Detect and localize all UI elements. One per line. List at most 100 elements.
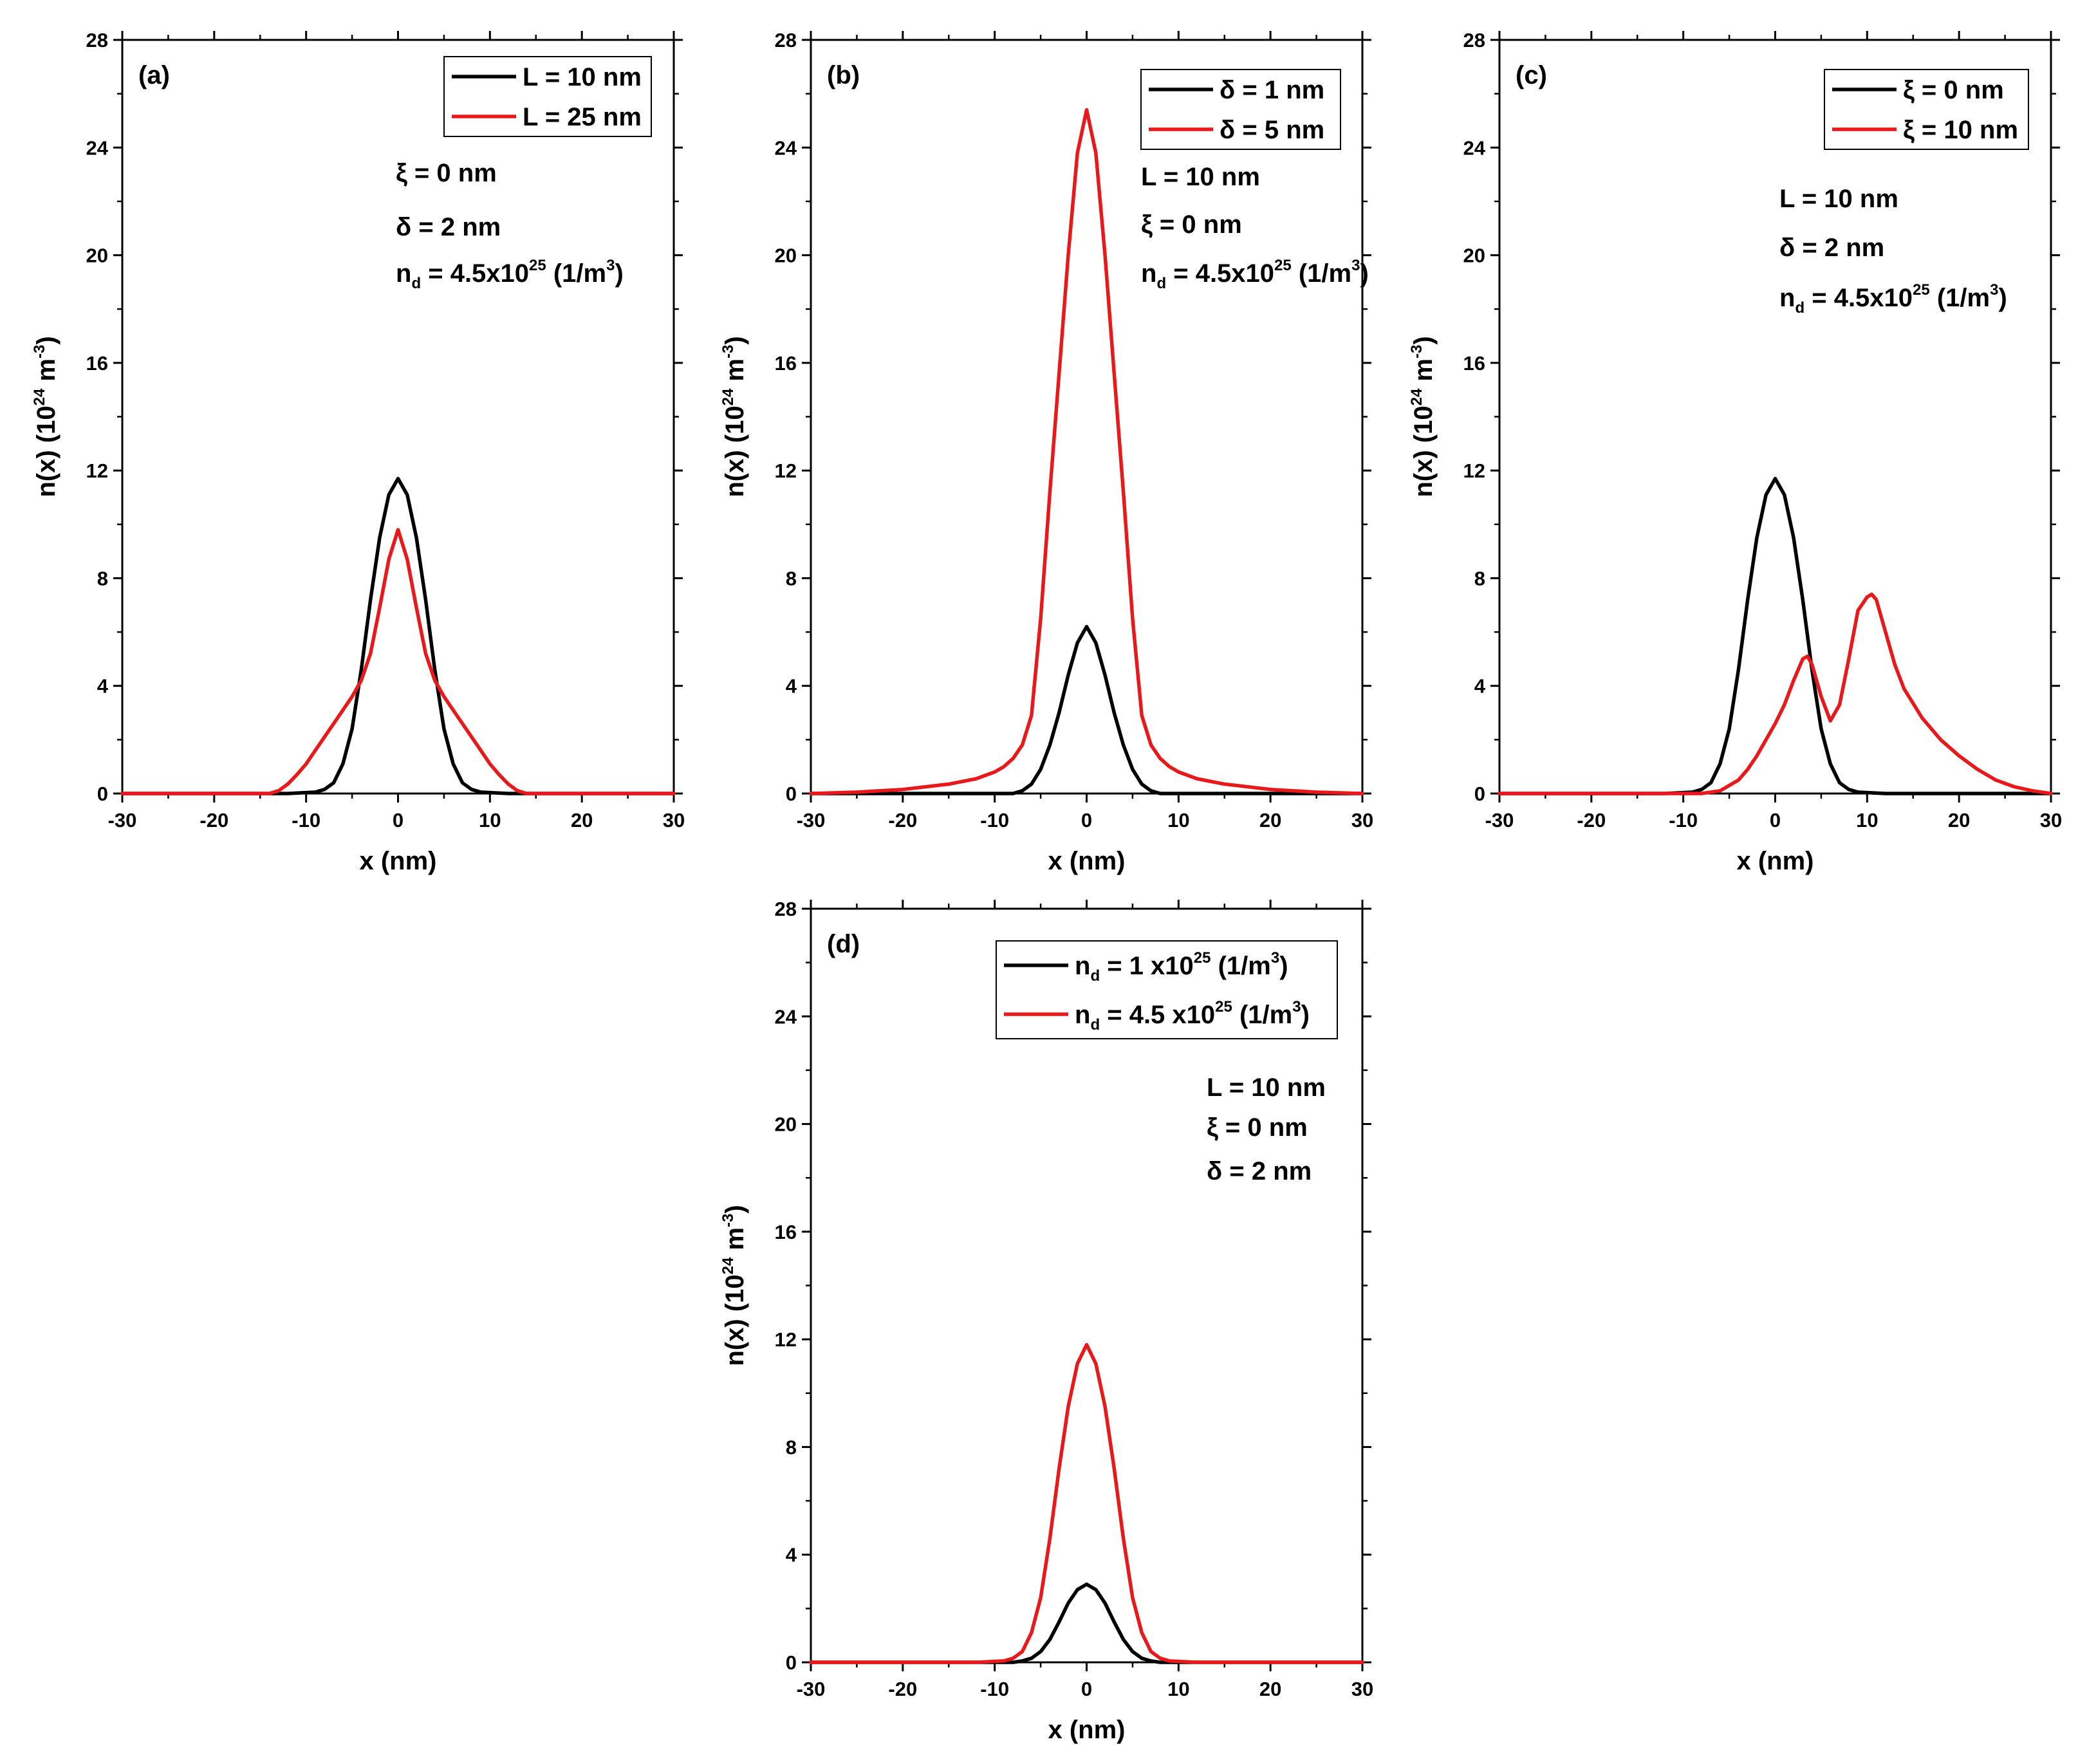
panel-c-legend-box: [1824, 69, 2029, 150]
panel-b-xtick-label: 20: [1259, 809, 1281, 831]
panel-c-xtick-label: 30: [2040, 809, 2062, 831]
panel-c-annotation: L = 10 nm: [1779, 185, 1898, 213]
panel-c-ytick-label: 8: [1474, 567, 1485, 590]
panel-b-ytick-label: 16: [775, 352, 797, 375]
panel-b: -30 -20 -10 0 10 20 30 0 4 8 12 16 20 24 28 x (nm) n(x) …: [719, 29, 1373, 875]
panel-a-xtick-label: -10: [292, 809, 320, 831]
panel-a-annotation: ξ = 0 nm: [396, 159, 497, 187]
panel-a-xtick-label: -20: [199, 809, 228, 831]
panel-a-xtick-label: 30: [663, 809, 685, 831]
panel-d-xtick-label: -20: [888, 1678, 917, 1700]
panel-b-ytick-label: 20: [775, 245, 797, 267]
panel-c-xtick-label: -20: [1577, 809, 1606, 831]
panel-c: -30 -20 -10 0 10 20 30 0 4 8 12 16 20 24 28 x (nm) n(x) …: [1408, 29, 2062, 875]
panel-c-ytick-label: 16: [1463, 352, 1485, 375]
panel-d-legend-box: [996, 940, 1338, 1039]
panel-c-xtick-label: -10: [1669, 809, 1698, 831]
panel-c-plot-frame: [1498, 39, 2052, 795]
panel-d-xtick-label: 10: [1167, 1678, 1189, 1700]
panel-a-series-black-line: [120, 476, 676, 795]
panel-b-ytick-label: 12: [775, 460, 797, 482]
panel-d-ytick-label: 12: [775, 1328, 797, 1351]
panel-b-annotation: nd = 4.5x1025 (1/m3): [1141, 257, 1369, 292]
panel-b-annotation: L = 10 nm: [1141, 163, 1260, 191]
panel-b-ytick-label: 24: [775, 136, 797, 159]
panel-a-label: (a): [138, 61, 170, 89]
panel-a-ytick-label: 12: [86, 460, 108, 482]
panel-a-ytick-label: 28: [86, 29, 108, 51]
panel-b-xtick-label: -30: [797, 809, 826, 831]
panel-c-legend-entry: ξ = 10 nm: [1903, 116, 2018, 144]
panel-a-ytick-label: 4: [97, 675, 109, 698]
panel-c-annotation: nd = 4.5x1025 (1/m3): [1779, 281, 2007, 317]
panel-a-series-red-line: [120, 528, 676, 795]
panel-b-ytick-label: 0: [786, 783, 797, 805]
panel-d-annotation: L = 10 nm: [1207, 1073, 1326, 1102]
panel-d-series-red-line: [809, 1342, 1364, 1664]
panel-a-annotation: nd = 4.5x1025 (1/m3): [396, 257, 624, 292]
panel-d-xtick-label: 30: [1351, 1678, 1373, 1700]
panel-c-legend-entry: ξ = 0 nm: [1903, 76, 2004, 104]
panel-a-ytick-label: 8: [97, 567, 108, 590]
panel-a: -30 -20 -10 0 10 20 30 0 4 8 12 16 20 24 28 x (nm) n(x) …: [31, 29, 685, 875]
panel-b-xtick-label: -10: [980, 809, 1009, 831]
panel-c-xtick-label: 10: [1856, 809, 1878, 831]
panel-c-ytick-label: 24: [1463, 136, 1486, 159]
panel-a-ytick-label: 16: [86, 352, 108, 375]
panel-a-x-axis-label: x (nm): [360, 847, 437, 875]
panel-a-plot-frame: [121, 39, 675, 795]
panel-c-xtick-label: 0: [1770, 809, 1781, 831]
panel-d-legend-entry: nd = 1 x1025 (1/m3): [1075, 949, 1288, 985]
panel-b-annotation: ξ = 0 nm: [1141, 210, 1242, 239]
panel-c-series-red-line: [1498, 592, 2053, 795]
panel-d-ytick-label: 0: [786, 1651, 797, 1674]
panel-a-legend-entry: L = 25 nm: [523, 103, 642, 131]
panel-a-xtick-label: 20: [571, 809, 593, 831]
panel-a-ytick-label: 24: [86, 136, 109, 159]
panel-c-ytick-label: 4: [1474, 675, 1486, 698]
panel-b-xtick-label: 10: [1167, 809, 1189, 831]
panel-a-y-axis-label: n(x) (1024 m-3): [31, 336, 60, 497]
panel-c-annotation: δ = 2 nm: [1779, 234, 1884, 262]
panel-a-xtick-label: -30: [108, 809, 137, 831]
panel-a-legend-entry: L = 10 nm: [523, 63, 642, 91]
panel-b-plot-frame: [810, 39, 1364, 795]
panel-d-annotation: ξ = 0 nm: [1207, 1113, 1308, 1142]
panel-b-xtick-label: -20: [888, 809, 917, 831]
panel-a-xtick-label: 0: [393, 809, 404, 831]
panel-d-ytick-label: 20: [775, 1113, 797, 1136]
panel-a-legend-box: [443, 56, 652, 137]
panel-b-series-black-line: [809, 624, 1364, 795]
panel-b-legend-box: [1140, 69, 1341, 150]
panel-c-x-axis-label: x (nm): [1737, 847, 1814, 875]
panel-c-ytick-label: 0: [1474, 783, 1485, 805]
panel-d-ytick-label: 8: [786, 1436, 797, 1458]
panel-c-y-axis-label: n(x) (1024 m-3): [1408, 336, 1438, 497]
panel-b-y-axis-label: n(x) (1024 m-3): [719, 336, 749, 497]
panel-d-xtick-label: -30: [797, 1678, 826, 1700]
panel-a-ytick-label: 20: [86, 245, 108, 267]
panel-c-series-black-line: [1498, 476, 2053, 795]
panel-c-xtick-label: 20: [1948, 809, 1970, 831]
panel-b-ytick-label: 4: [786, 675, 797, 698]
panel-d-annotation: δ = 2 nm: [1207, 1157, 1312, 1185]
panel-b-ytick-label: 28: [775, 29, 797, 51]
panel-d-ytick-label: 24: [775, 1005, 797, 1028]
panel-b-series-red-line: [809, 107, 1364, 795]
panel-a-annotation: δ = 2 nm: [396, 213, 501, 241]
panel-d-legend-entry: nd = 4.5 x1025 (1/m3): [1075, 998, 1310, 1034]
panel-d-series-black-line: [809, 1582, 1364, 1664]
panel-a-legend: L = 10 nm L = 25 nm: [443, 56, 652, 137]
panel-d-xtick-label: 20: [1259, 1678, 1281, 1700]
panel-d-legend: nd = 1 x1025 (1/m3) nd = 4.5 x1025 (1/m3): [996, 940, 1338, 1039]
panel-c-xtick-label: -30: [1485, 809, 1514, 831]
panel-b-legend: δ = 1 nm δ = 5 nm: [1140, 69, 1341, 150]
panel-a-xtick-label: 10: [479, 809, 501, 831]
panel-b-legend-entry: δ = 1 nm: [1220, 76, 1324, 104]
panel-d-ytick-label: 4: [786, 1544, 797, 1566]
panel-b-x-axis-label: x (nm): [1048, 847, 1126, 875]
panel-c-ytick-label: 28: [1463, 29, 1485, 51]
panel-d: -30 -20 -10 0 10 20 30 0 4 8 12 16 20 24 28 x (nm) n(x) …: [719, 898, 1373, 1744]
panel-a-ytick-label: 0: [97, 783, 108, 805]
